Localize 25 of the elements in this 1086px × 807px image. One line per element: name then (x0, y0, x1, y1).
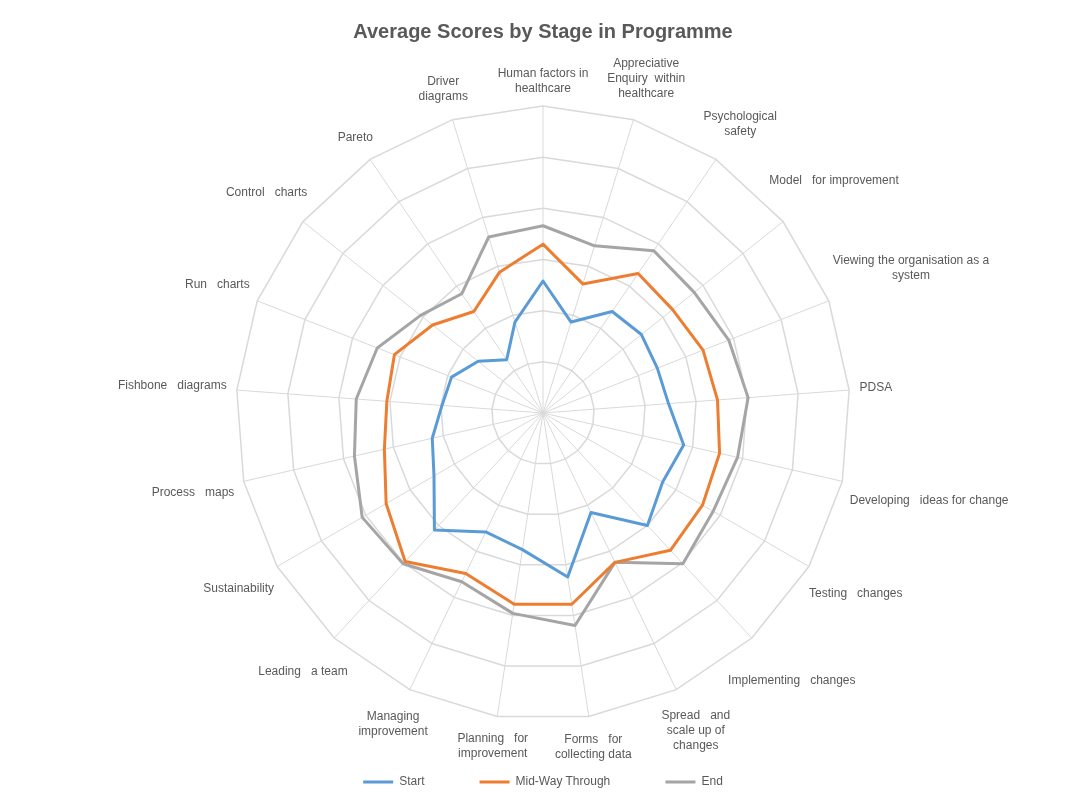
spoke-label: Human factors in healthcare (497, 65, 589, 95)
legend-label: End (701, 774, 723, 789)
spoke-label: Leading a team (258, 664, 348, 679)
spoke-label: Sustainability (203, 581, 275, 595)
spoke-label: PDSA (859, 380, 893, 395)
spoke-label: Pareto (337, 130, 374, 145)
spoke-label: Appreciative Enquiry within healthcare (607, 55, 686, 100)
spoke-label: Psychological safety (703, 108, 777, 138)
spoke-label: Driver diagrams (418, 74, 468, 104)
spoke-label: Planning for improvement (457, 731, 529, 761)
spoke-label: Viewing the organisation as a system (832, 253, 990, 283)
spoke-label: Run charts (184, 277, 250, 292)
spoke-label: Fishbone diagrams (117, 377, 227, 392)
chart-title: Average Scores by Stage in Programme (353, 19, 733, 42)
spoke-label: Implementing changes (728, 673, 856, 688)
legend-label: Start (399, 774, 426, 789)
spoke-label: Testing changes (809, 585, 903, 600)
spoke-label: Control charts (225, 184, 308, 199)
spoke-label: Forms for collecting data (554, 731, 632, 761)
spoke-label: Spread and scale up of changes (661, 707, 731, 752)
spoke-label: Process maps (151, 485, 235, 500)
spoke-label: Model for improvement (769, 173, 900, 188)
spoke-label: Managing improvement (358, 709, 429, 739)
spoke-label: Developing ideas for change (849, 493, 1009, 508)
legend-label: Mid-Way Through (515, 774, 611, 789)
